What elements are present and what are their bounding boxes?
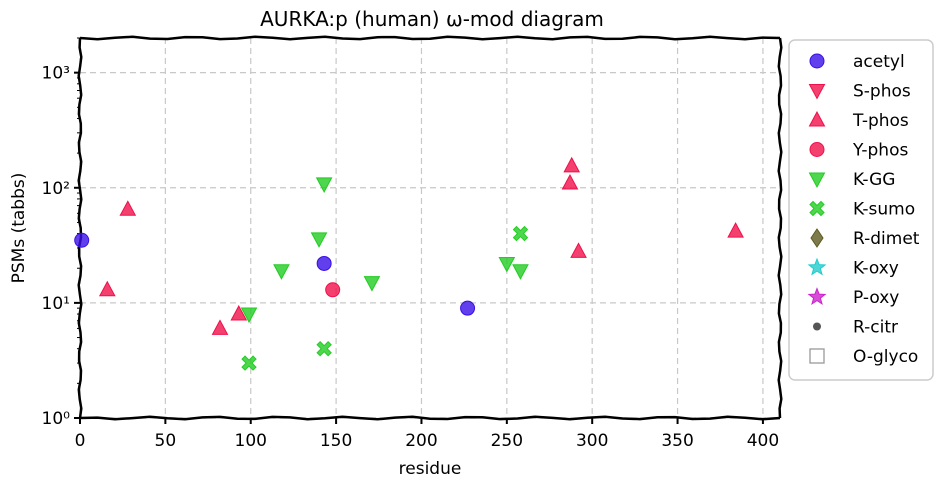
- legend-marker: [808, 84, 826, 100]
- data-point: [570, 242, 587, 258]
- legend-label: K-GG: [853, 170, 895, 190]
- legend-label: R-citr: [853, 318, 898, 338]
- legend-marker: [807, 287, 827, 306]
- x-tick-label: 300: [576, 431, 608, 451]
- data-point: [512, 264, 529, 280]
- x-tick-label: 400: [747, 431, 779, 451]
- y-tick-label: 10⁰: [42, 409, 71, 429]
- grid-lines: [79, 38, 780, 419]
- x-tick-label: 100: [235, 431, 267, 451]
- legend-label: S-phos: [853, 82, 911, 102]
- data-point: [230, 304, 248, 321]
- x-tick-label: 150: [320, 431, 352, 451]
- y-tick-label: 10³: [42, 64, 70, 84]
- legend-marker: [809, 200, 825, 217]
- x-tick-label: 250: [491, 431, 523, 451]
- legend: acetyl S-phos T-phos Y-phos K-GG K-sumo R-dime…: [788, 39, 934, 381]
- data-point: [315, 177, 333, 193]
- data-point: [74, 232, 90, 248]
- y-tick-label: 10²: [42, 179, 70, 199]
- axis-ticks: 0 50 100 150 200 250 300 350 400 10⁰ 10¹ 10² 10³: [42, 37, 779, 451]
- legend-label: K-oxy: [853, 259, 899, 279]
- x-tick-label: 0: [75, 431, 86, 451]
- data-point: [498, 256, 516, 273]
- data-point: [460, 300, 476, 316]
- x-tick-label: 200: [405, 431, 437, 451]
- data-point: [563, 156, 581, 173]
- legend-marker: [808, 110, 826, 127]
- y-axis-label: PSMs (tabbs): [9, 173, 29, 284]
- data-point: [119, 200, 137, 216]
- data-point: [98, 280, 116, 297]
- y-tick-label: 10¹: [42, 294, 70, 314]
- data-point: [561, 173, 579, 190]
- data-point: [363, 276, 381, 292]
- chart-title: AURKA:p (human) ω-mod diagram: [260, 7, 604, 31]
- legend-label: O-glyco: [853, 347, 918, 367]
- data-points: [74, 156, 744, 371]
- plot-frame: [77, 35, 783, 421]
- data-point: [316, 340, 332, 357]
- legend-marker: [808, 172, 826, 189]
- legend-label: K-sumo: [853, 200, 915, 220]
- legend-label: R-dimet: [853, 229, 920, 249]
- data-point: [325, 282, 341, 298]
- legend-label: acetyl: [853, 52, 905, 72]
- legend-marker: [809, 348, 825, 364]
- legend-marker: [809, 53, 825, 69]
- x-tick-label: 50: [155, 431, 177, 451]
- data-point: [727, 222, 744, 238]
- data-point: [316, 255, 332, 271]
- x-axis-label: residue: [399, 459, 462, 479]
- legend-marker: [813, 322, 821, 331]
- data-point: [241, 355, 257, 371]
- legend-marker: [807, 257, 827, 276]
- data-point: [240, 307, 258, 324]
- data-point: [273, 264, 290, 280]
- legend-label: Y-phos: [852, 141, 908, 161]
- legend-label: P-oxy: [853, 288, 899, 308]
- x-tick-label: 350: [661, 431, 693, 451]
- data-point: [211, 319, 229, 335]
- legend-label: T-phos: [852, 111, 909, 131]
- legend-marker: [809, 142, 825, 157]
- legend-marker: [810, 228, 824, 248]
- data-point: [512, 225, 529, 242]
- data-point: [310, 232, 328, 248]
